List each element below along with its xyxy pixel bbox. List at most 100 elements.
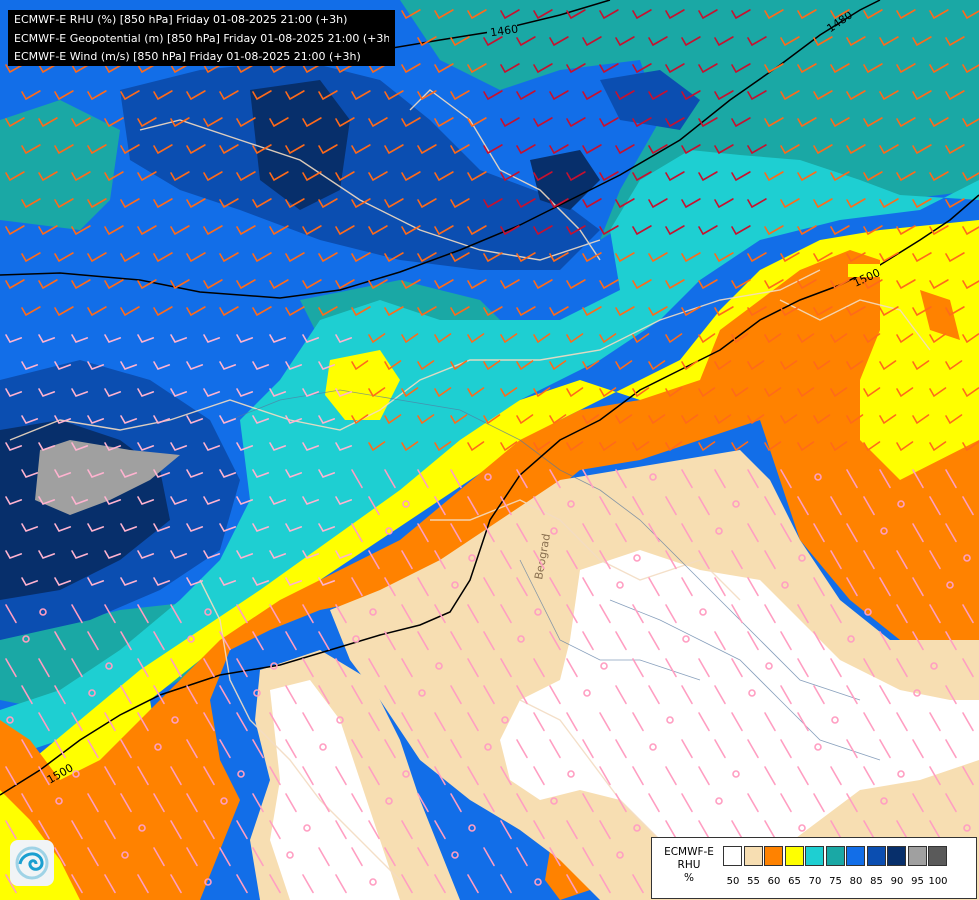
wind-barb — [5, 496, 23, 505]
wind-barb — [450, 90, 470, 101]
wind-calm-mark — [237, 770, 245, 778]
wind-barb — [368, 279, 388, 290]
wind-barb — [38, 117, 58, 128]
wind-barb — [533, 333, 551, 344]
wind-barb — [632, 766, 644, 786]
wind-barb — [38, 550, 56, 559]
wind-barb — [681, 414, 699, 425]
wind-barb — [335, 550, 353, 559]
wind-barb — [533, 9, 553, 20]
wind-barb — [780, 144, 800, 155]
wind-barb — [648, 36, 668, 47]
legend-swatch-90 — [887, 846, 906, 866]
wind-barb — [71, 496, 89, 505]
wind-calm-mark — [484, 473, 492, 481]
wind-barb — [467, 496, 479, 516]
wind-barb — [830, 387, 848, 398]
wind-barb — [681, 523, 693, 543]
wind-barb — [714, 360, 732, 371]
wind-barb — [747, 414, 765, 425]
wind-barb — [566, 820, 578, 840]
wind-barb — [780, 523, 792, 543]
wind-barb — [566, 279, 586, 290]
wind-barb — [219, 523, 237, 532]
wind-barb — [764, 496, 776, 516]
wind-barb — [566, 9, 586, 20]
wind-barb — [368, 658, 380, 678]
wind-barb — [335, 604, 347, 624]
wind-barb — [912, 469, 924, 489]
wind-barb — [632, 874, 644, 894]
wind-barb — [780, 252, 800, 263]
wind-barb — [912, 306, 932, 317]
wind-barb — [137, 442, 155, 451]
wind-barb — [879, 577, 891, 597]
wind-barb — [252, 847, 264, 867]
wind-barb — [929, 9, 949, 20]
wind-barb — [830, 766, 842, 786]
wind-barb — [599, 387, 617, 398]
wind-calm-mark — [649, 473, 657, 481]
rhu-field-85 — [600, 70, 700, 130]
wind-barb — [219, 577, 237, 586]
wind-barb — [285, 90, 305, 101]
wind-barb — [384, 360, 402, 371]
wind-barb — [120, 685, 132, 705]
wind-barb — [467, 766, 479, 786]
wind-barb — [533, 550, 545, 570]
wind-barb — [368, 63, 388, 74]
wind-barb — [797, 171, 817, 182]
wind-barb — [813, 306, 833, 317]
wind-barb — [203, 117, 223, 128]
wind-barb — [54, 252, 74, 263]
wind-barb — [434, 874, 446, 894]
wind-barb — [566, 658, 578, 678]
wind-barb — [104, 442, 122, 451]
wind-barb — [830, 9, 850, 20]
wind-barb — [764, 333, 782, 344]
wind-barb — [302, 658, 314, 678]
wind-barb — [170, 279, 190, 290]
wind-barb — [186, 577, 204, 586]
wind-barb — [813, 414, 831, 425]
wind-barb — [500, 279, 520, 290]
wind-barb — [747, 360, 765, 371]
wind-barb — [137, 63, 157, 74]
wind-barb — [120, 523, 138, 532]
wind-barb — [665, 550, 677, 570]
wind-barb — [483, 577, 495, 597]
wind-barb — [170, 874, 182, 894]
wind-barb — [467, 225, 487, 236]
wind-barb — [269, 225, 289, 236]
wind-barb — [219, 198, 239, 209]
wind-barb — [549, 36, 569, 47]
wind-barb — [681, 144, 701, 155]
wind-barb — [681, 469, 693, 489]
wind-barb — [21, 739, 33, 759]
wind-barb — [698, 225, 718, 236]
wind-barb — [549, 739, 561, 759]
wind-barb — [483, 523, 495, 543]
wind-barb — [104, 496, 122, 505]
wind-barb — [962, 172, 979, 182]
wind-barb — [285, 469, 303, 478]
wind-barb — [87, 739, 99, 759]
wind-calm-mark — [682, 635, 690, 643]
wind-barb — [434, 333, 452, 344]
wind-barb — [764, 604, 776, 624]
wind-barb — [615, 469, 627, 489]
wind-barb — [417, 198, 437, 209]
wind-calm-mark — [616, 851, 624, 859]
wind-barb — [599, 279, 619, 290]
wind-barb — [533, 496, 545, 516]
wind-barb — [5, 117, 25, 128]
wind-barb — [830, 604, 842, 624]
wind-barb — [401, 604, 413, 624]
wind-barb — [582, 847, 594, 867]
wind-barb — [5, 442, 23, 451]
title-line-wind: ECMWF-E Wind (m/s) [850 hPa] Friday 01-0… — [14, 50, 361, 63]
wind-barb — [450, 198, 470, 209]
wind-barb — [500, 333, 518, 344]
wind-barb — [434, 279, 454, 290]
